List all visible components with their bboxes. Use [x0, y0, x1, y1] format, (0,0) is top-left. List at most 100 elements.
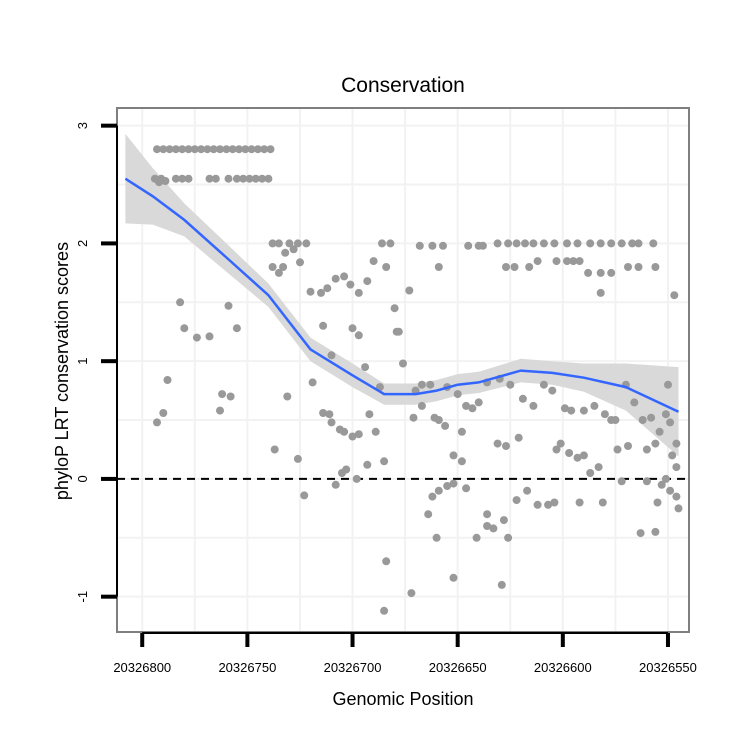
data-point: [457, 457, 466, 466]
data-point: [293, 239, 302, 248]
data-point: [443, 482, 452, 490]
data-point: [539, 239, 548, 248]
data-point: [268, 263, 277, 271]
data-point: [539, 380, 548, 389]
data-point: [563, 239, 571, 248]
data-point: [575, 257, 584, 266]
data-point: [584, 268, 593, 277]
data-point: [655, 427, 664, 436]
data-point: [203, 145, 212, 154]
data-point: [232, 324, 241, 333]
data-point: [569, 257, 578, 266]
data-point: [178, 174, 187, 183]
x-tick-label: 20326650: [429, 660, 487, 675]
data-point: [184, 145, 193, 154]
data-point: [449, 451, 458, 460]
data-point: [636, 529, 645, 538]
data-point: [661, 474, 670, 483]
data-point: [405, 286, 414, 295]
smooth-line-layer: [124, 177, 680, 413]
data-point: [666, 486, 675, 495]
data-point: [478, 241, 487, 250]
data-point: [664, 380, 672, 389]
data-point: [161, 177, 170, 185]
data-point: [428, 492, 437, 501]
data-point: [596, 268, 605, 277]
data-point: [518, 394, 527, 403]
data-point: [630, 398, 639, 407]
data-point: [651, 263, 660, 271]
data-point: [260, 145, 269, 154]
data-point: [283, 392, 292, 401]
data-point: [241, 145, 250, 154]
data-point: [464, 241, 473, 250]
data-point: [228, 145, 237, 154]
data-point: [529, 401, 538, 410]
data-point: [600, 410, 609, 419]
data-point: [245, 174, 254, 183]
y-tick-label: 1: [75, 358, 90, 365]
data-point: [565, 449, 574, 457]
data-point: [178, 145, 187, 154]
smooth-trend-line: [124, 177, 680, 413]
data-point: [232, 174, 241, 183]
x-tick-label: 20326800: [113, 660, 171, 675]
data-point: [434, 416, 443, 424]
data-point: [512, 239, 521, 248]
data-point: [563, 257, 571, 266]
data-point: [323, 284, 332, 293]
data-point: [239, 174, 248, 183]
data-point: [184, 174, 193, 183]
data-point: [165, 145, 174, 154]
confidence-ribbon-layer: [125, 133, 679, 457]
data-point: [211, 174, 220, 183]
data-point: [556, 439, 565, 448]
y-tick-label: 2: [75, 240, 90, 247]
data-point: [672, 463, 681, 472]
data-point: [634, 239, 643, 248]
data-point: [209, 145, 218, 154]
data-point: [560, 404, 569, 413]
data-point: [651, 527, 660, 536]
data-point: [218, 390, 227, 399]
data-point: [285, 239, 294, 248]
data-point: [634, 263, 643, 271]
data-point: [449, 479, 458, 488]
data-point: [617, 239, 626, 248]
data-point: [417, 401, 426, 410]
data-point: [462, 484, 471, 493]
data-point: [417, 380, 426, 389]
data-point: [497, 580, 506, 589]
data-point: [651, 439, 660, 448]
data-point: [163, 376, 172, 384]
data-point: [504, 533, 513, 542]
data-point: [222, 145, 231, 154]
data-point: [197, 145, 206, 154]
data-point: [363, 460, 372, 469]
data-point: [363, 277, 372, 286]
data-point: [153, 418, 161, 427]
data-point: [340, 427, 349, 436]
data-point: [289, 245, 298, 254]
data-point: [596, 288, 605, 297]
data-point: [348, 432, 357, 441]
data-point: [346, 280, 355, 289]
data-point: [382, 263, 391, 271]
data-point: [251, 174, 260, 183]
data-point: [624, 442, 632, 450]
data-point: [340, 272, 349, 281]
data-point: [512, 496, 521, 505]
data-point: [661, 410, 670, 419]
data-point: [533, 257, 542, 266]
data-point: [502, 263, 510, 271]
data-point: [354, 331, 363, 340]
data-point: [502, 442, 510, 450]
data-point: [281, 248, 290, 257]
data-point: [453, 390, 462, 399]
confidence-ribbon: [125, 133, 679, 457]
x-tick-label: 20326700: [324, 660, 382, 675]
data-point: [552, 445, 561, 454]
data-point: [205, 174, 214, 183]
data-point: [617, 477, 626, 486]
data-point: [302, 239, 311, 248]
